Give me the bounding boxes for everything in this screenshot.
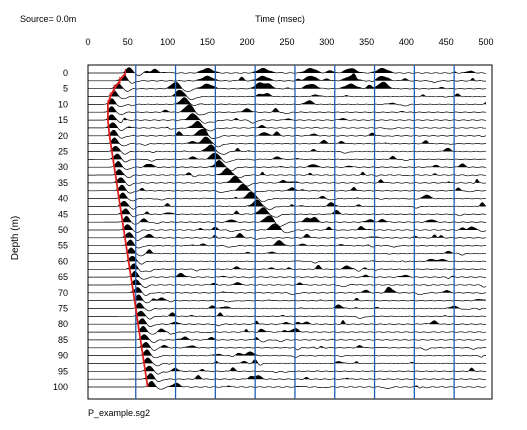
- trace-line: [88, 160, 487, 172]
- pick-layer: [107, 69, 149, 388]
- y-tick-label: 70: [58, 288, 68, 298]
- grid-layer: [135, 65, 455, 399]
- trace-line: [88, 73, 487, 84]
- trace-line: [88, 136, 487, 148]
- y-tick-label: 10: [58, 99, 68, 109]
- trace-line: [88, 325, 487, 335]
- x-tick-label: 200: [240, 37, 255, 47]
- source-label: Source= 0.0m: [20, 14, 76, 24]
- trace-line: [88, 191, 486, 203]
- y-tick-label: 80: [58, 319, 68, 329]
- filename-label: P_example.sg2: [88, 408, 150, 418]
- x-tick-label: 0: [85, 37, 90, 47]
- trace-line: [88, 175, 487, 187]
- x-tick-label: 50: [123, 37, 133, 47]
- trace-line: [88, 215, 486, 227]
- trace-fill: [138, 326, 301, 333]
- trace-line: [88, 279, 487, 288]
- trace-fill: [141, 349, 258, 356]
- trace-line: [88, 255, 487, 265]
- trace-line: [88, 152, 487, 163]
- trace-line: [88, 294, 487, 304]
- y-tick-label: 25: [58, 147, 68, 157]
- x-tick-label: 250: [279, 37, 294, 47]
- y-tick-label: 60: [58, 256, 68, 266]
- trace-fill: [131, 287, 452, 293]
- trace-line: [88, 223, 487, 234]
- trace-line: [88, 168, 486, 179]
- y-tick-label: 30: [58, 162, 68, 172]
- x-tick-label: 450: [439, 37, 454, 47]
- trace-line: [88, 128, 487, 139]
- trace-fill: [127, 263, 368, 270]
- trace-line: [88, 342, 486, 351]
- first-break-pick-line: [107, 72, 149, 388]
- trace-line: [88, 239, 486, 249]
- y-tick-label: 85: [58, 335, 68, 345]
- trace-layer: [87, 67, 487, 390]
- trace-line: [88, 247, 487, 257]
- trace-fill: [139, 342, 364, 348]
- y-tick-label: 100: [53, 382, 68, 392]
- y-tick-label: 45: [58, 209, 68, 219]
- x-tick-label: 150: [200, 37, 215, 47]
- x-tick-label: 300: [319, 37, 334, 47]
- y-tick-label: 75: [58, 304, 68, 314]
- x-tick-label: 500: [478, 37, 493, 47]
- x-tick-label: 400: [399, 37, 414, 47]
- trace-fill: [107, 97, 486, 105]
- x-tick-labels: 0 50 100 150 200 250 300 350 400 450 500: [85, 37, 493, 47]
- x-tick-label: 100: [160, 37, 175, 47]
- trace-line: [88, 365, 486, 375]
- trace-line: [88, 199, 487, 210]
- trace-line: [88, 207, 487, 218]
- trace-line: [87, 104, 487, 116]
- trace-line: [88, 357, 487, 367]
- trace-fill: [113, 160, 467, 168]
- trace-line: [88, 334, 487, 343]
- trace-fill: [135, 318, 440, 325]
- trace-line: [88, 263, 487, 273]
- trace-line: [88, 232, 487, 241]
- y-tick-labels: 0 5 10 15 20 25 30 35 40 45 50 55 60 65 70 75 80 85 90 95 10…: [53, 68, 68, 392]
- y-axis-title: Depth (m): [10, 216, 21, 260]
- trace-line: [88, 97, 487, 107]
- y-tick-label: 35: [58, 178, 68, 188]
- trace-line: [88, 302, 487, 312]
- trace-line: [88, 349, 487, 359]
- trace-line: [88, 81, 487, 92]
- trace-line: [88, 286, 487, 296]
- trace-line: [88, 120, 486, 132]
- trace-line: [88, 373, 487, 382]
- y-tick-label: 65: [58, 272, 68, 282]
- trace-line: [88, 380, 487, 390]
- trace-fill: [138, 334, 334, 340]
- trace-fill: [146, 381, 419, 387]
- trace-line: [88, 183, 487, 194]
- y-tick-label: 95: [58, 366, 68, 376]
- trace-fill: [143, 366, 475, 372]
- x-tick-label: 350: [359, 37, 374, 47]
- y-tick-label: 20: [58, 131, 68, 141]
- y-tick-label: 0: [63, 68, 68, 78]
- trace-line: [88, 67, 486, 76]
- trace-fill: [123, 67, 475, 73]
- x-axis-title: Time (msec): [255, 14, 305, 24]
- y-tick-label: 50: [58, 225, 68, 235]
- y-tick-label: 40: [58, 194, 68, 204]
- trace-line: [88, 318, 487, 327]
- trace-line: [88, 144, 487, 155]
- y-tick-label: 5: [63, 84, 68, 94]
- trace-line: [88, 270, 487, 280]
- trace-fill: [117, 73, 475, 81]
- y-tick-label: 15: [58, 115, 68, 125]
- trace-line: [88, 310, 487, 320]
- y-tick-label: 55: [58, 241, 68, 251]
- trace-line: [88, 113, 487, 124]
- y-tick-label: 90: [58, 351, 68, 361]
- trace-fill: [109, 90, 462, 97]
- trace-line: [88, 89, 486, 101]
